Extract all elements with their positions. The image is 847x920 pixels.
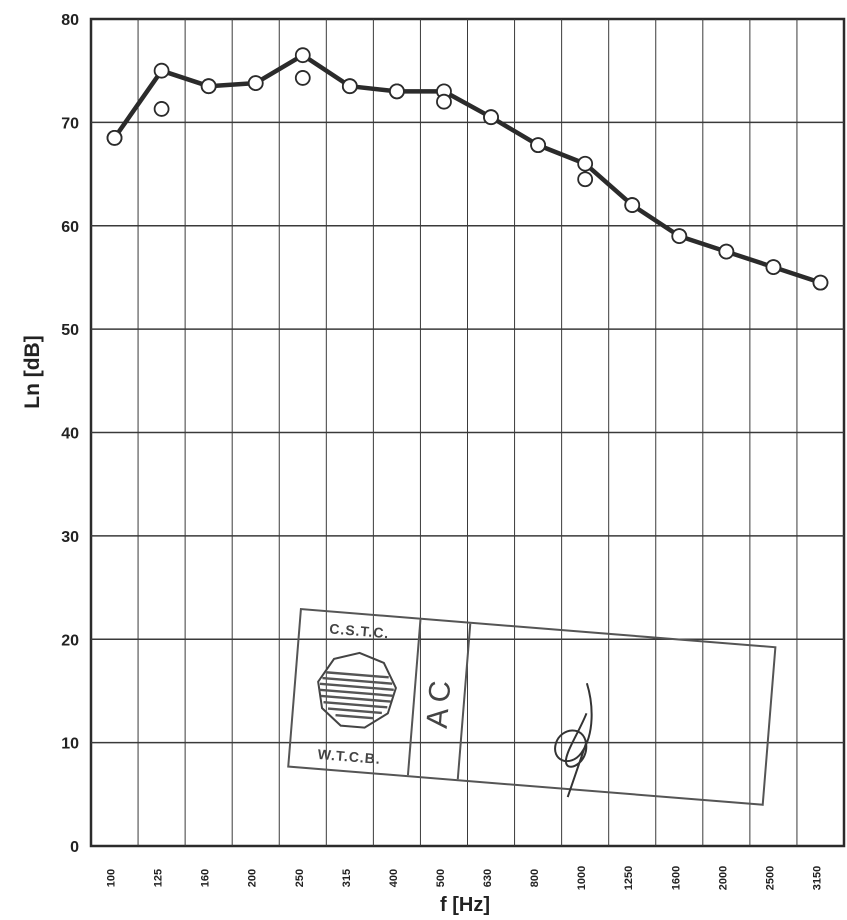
y-tick-label: 80 <box>61 12 79 29</box>
data-point <box>294 70 311 86</box>
x-tick-label: 1000 <box>576 866 588 890</box>
data-point <box>765 259 782 276</box>
stamp-middle-text-value: AC <box>420 673 458 730</box>
x-tick-label: 2500 <box>764 866 776 890</box>
data-point <box>577 155 594 172</box>
y-tick-label: 50 <box>61 322 79 339</box>
data-point <box>671 228 688 244</box>
stamp-logo-panel: C.S.T.C. W.T.C.B. <box>289 610 422 776</box>
x-axis-label: f [Hz] <box>440 894 490 916</box>
data-point <box>153 62 170 79</box>
y-tick-label: 0 <box>70 839 79 856</box>
data-point <box>577 171 594 188</box>
data-point <box>483 109 499 126</box>
x-tick-label: 1250 <box>623 866 635 890</box>
x-tick-label: 400 <box>388 869 400 887</box>
data-point <box>106 129 123 146</box>
x-tick-label: 125 <box>153 869 165 887</box>
data-point <box>624 197 641 213</box>
y-tick-label: 40 <box>61 426 79 443</box>
stamp-middle-panel: AC <box>406 619 472 780</box>
data-point <box>389 83 405 100</box>
y-axis-label: Ln [dB] <box>21 335 44 409</box>
data-point <box>436 93 452 110</box>
x-tick-label: 1600 <box>670 866 682 890</box>
x-tick-label: 200 <box>247 869 259 887</box>
certification-stamp: C.S.T.C. W.T.C.B. AC <box>287 608 777 806</box>
x-tick-label: 3150 <box>811 866 823 890</box>
stamp-bottom-text: W.T.C.B. <box>317 745 382 767</box>
y-tick-label: 70 <box>61 115 79 132</box>
data-point <box>200 78 217 95</box>
x-tick-label: 100 <box>106 869 118 887</box>
x-tick-label: 160 <box>200 869 212 887</box>
x-tick-label: 250 <box>294 869 306 887</box>
stamp-logo-icon <box>317 651 397 729</box>
stamp-middle-text: AC <box>410 659 466 743</box>
x-tick-label: 630 <box>482 869 494 887</box>
data-point <box>530 137 546 154</box>
x-tick-label: 315 <box>341 869 353 887</box>
data-point <box>718 243 735 260</box>
data-point <box>341 78 358 95</box>
y-tick-label: 60 <box>61 219 79 236</box>
y-tick-label: 10 <box>61 736 79 753</box>
series-line <box>112 52 822 285</box>
signature-icon <box>554 682 593 798</box>
data-point <box>294 47 311 64</box>
y-tick-label: 30 <box>61 529 79 546</box>
x-tick-label: 2000 <box>717 866 729 890</box>
x-tick-label: 500 <box>435 869 447 887</box>
stamp-top-text: C.S.T.C. <box>328 620 390 642</box>
x-tick-label: 800 <box>529 869 541 887</box>
data-point <box>153 101 170 117</box>
data-point <box>812 274 829 291</box>
data-point <box>247 75 264 91</box>
y-tick-label: 20 <box>61 632 79 649</box>
